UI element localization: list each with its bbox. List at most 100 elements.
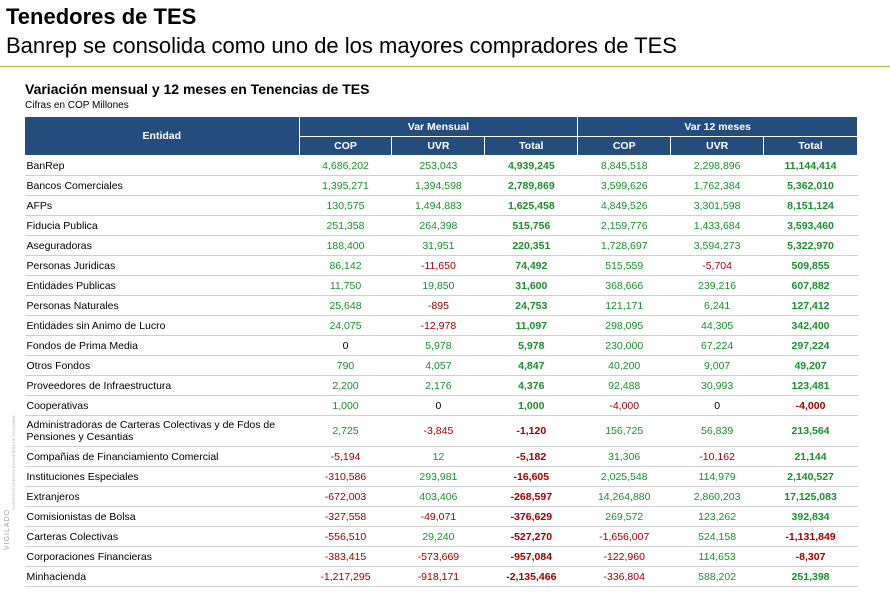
value-cell: -4,000 — [577, 395, 671, 416]
value-cell: 40,200 — [577, 355, 671, 376]
value-cell: 5,978 — [484, 335, 578, 356]
value-cell: -3,845 — [391, 415, 485, 447]
value-cell: 2,298,896 — [670, 155, 764, 176]
value-cell: -49,071 — [391, 506, 485, 527]
table-row: Administradoras de Carteras Colectivas y… — [24, 415, 858, 447]
table-body: BanRep 4,686,202 253,043 4,939,245 8,845,518… — [24, 155, 858, 587]
entity-cell: Personas Juridicas — [24, 255, 300, 276]
value-cell: -1,217,295 — [299, 566, 392, 587]
entity-cell: Cooperativas — [24, 395, 300, 416]
tes-holdings-table: Entidad Var Mensual Var 12 meses COP UVR… — [24, 116, 858, 587]
table-subtitle: Cifras en COP Millones — [25, 100, 129, 111]
value-cell: 239,216 — [670, 275, 764, 296]
value-cell: 31,306 — [577, 446, 671, 467]
value-cell: 298,095 — [577, 315, 671, 336]
value-cell: -11,650 — [391, 255, 485, 276]
value-cell: 92,488 — [577, 375, 671, 396]
value-cell: 4,849,526 — [577, 195, 671, 216]
value-cell: 0 — [299, 335, 392, 356]
value-cell: -10,162 — [670, 446, 764, 467]
value-cell: 8,845,518 — [577, 155, 671, 176]
value-cell: 368,666 — [577, 275, 671, 296]
value-cell: 213,564 — [763, 415, 858, 447]
value-cell: -527,270 — [484, 526, 578, 547]
value-cell: 588,202 — [670, 566, 764, 587]
value-cell: 253,043 — [391, 155, 485, 176]
entity-cell: Comisionistas de Bolsa — [24, 506, 300, 527]
entity-cell: Aseguradoras — [24, 235, 300, 256]
value-cell: 515,559 — [577, 255, 671, 276]
value-cell: 11,144,414 — [763, 155, 858, 176]
value-cell: 29,240 — [391, 526, 485, 547]
value-cell: 127,412 — [763, 295, 858, 316]
value-cell: 293,981 — [391, 466, 485, 487]
table-row: Proveedores de Infraestructura 2,200 2,176… — [24, 375, 858, 396]
value-cell: -5,182 — [484, 446, 578, 467]
entity-cell: Otros Fondos — [24, 355, 300, 376]
value-cell: 1,000 — [484, 395, 578, 416]
value-cell: -327,558 — [299, 506, 392, 527]
entity-cell: Entidades Publicas — [24, 275, 300, 296]
header-uvr-yearly: UVR — [670, 136, 765, 156]
value-cell: -1,120 — [484, 415, 578, 447]
value-cell: 86,142 — [299, 255, 392, 276]
table-row: AFPs 130,575 1,494,883 1,625,458 4,849,526 3,… — [24, 195, 858, 216]
value-cell: -918,171 — [391, 566, 485, 587]
value-cell: 24,075 — [299, 315, 392, 336]
table-row: Fondos de Prima Media 0 5,978 5,978 230,000 6… — [24, 335, 858, 356]
value-cell: 156,725 — [577, 415, 671, 447]
value-cell: -2,135,466 — [484, 566, 578, 587]
value-cell: 230,000 — [577, 335, 671, 356]
header-total-monthly: Total — [484, 136, 579, 156]
value-cell: 2,789,869 — [484, 175, 578, 196]
entity-cell: Carteras Colectivas — [24, 526, 300, 547]
table-row: Fiducia Publica 251,358 264,398 515,756 2,15… — [24, 215, 858, 236]
value-cell: -556,510 — [299, 526, 392, 547]
entity-cell: Bancos Comerciales — [24, 175, 300, 196]
table-title: Variación mensual y 12 meses en Tenencia… — [25, 81, 370, 97]
table-row: Instituciones Especiales -310,586 293,981-… — [24, 466, 858, 487]
value-cell: 44,305 — [670, 315, 764, 336]
value-cell: 524,158 — [670, 526, 764, 547]
header-uvr-monthly: UVR — [391, 136, 486, 156]
table-row: Entidades Publicas 11,750 19,850 31,600 368,… — [24, 275, 858, 296]
entity-cell: Compañias de Financiamiento Comercial — [24, 446, 300, 467]
value-cell: -4,000 — [763, 395, 858, 416]
value-cell: 11,097 — [484, 315, 578, 336]
value-cell: 123,481 — [763, 375, 858, 396]
value-cell: 56,839 — [670, 415, 764, 447]
value-cell: -376,629 — [484, 506, 578, 527]
value-cell: 67,224 — [670, 335, 764, 356]
value-cell: 264,398 — [391, 215, 485, 236]
value-cell: 3,301,598 — [670, 195, 764, 216]
header-entity: Entidad — [24, 116, 300, 156]
entity-cell: Personas Naturales — [24, 295, 300, 316]
value-cell: 1,494,883 — [391, 195, 485, 216]
entity-cell: Administradoras de Carteras Colectivas y… — [24, 415, 300, 447]
value-cell: 2,725 — [299, 415, 392, 447]
value-cell: -16,605 — [484, 466, 578, 487]
value-cell: -122,960 — [577, 546, 671, 567]
value-cell: -12,978 — [391, 315, 485, 336]
value-cell: 790 — [299, 355, 392, 376]
value-cell: 3,594,273 — [670, 235, 764, 256]
table-row: Comisionistas de Bolsa -327,558 -49,071 -37… — [24, 506, 858, 527]
value-cell: -573,669 — [391, 546, 485, 567]
entity-cell: Minhacienda — [24, 566, 300, 587]
value-cell: 30,993 — [670, 375, 764, 396]
value-cell: -1,656,007 — [577, 526, 671, 547]
value-cell: 220,351 — [484, 235, 578, 256]
value-cell: 114,979 — [670, 466, 764, 487]
value-cell: 49,207 — [763, 355, 858, 376]
value-cell: 1,394,598 — [391, 175, 485, 196]
value-cell: 4,847 — [484, 355, 578, 376]
value-cell: 251,358 — [299, 215, 392, 236]
value-cell: 1,728,697 — [577, 235, 671, 256]
entity-cell: Extranjeros — [24, 486, 300, 507]
entity-cell: Fiducia Publica — [24, 215, 300, 236]
entity-cell: Proveedores de Infraestructura — [24, 375, 300, 396]
entity-cell: Instituciones Especiales — [24, 466, 300, 487]
value-cell: 2,860,203 — [670, 486, 764, 507]
table-row: Minhacienda -1,217,295 -918,171 -2,135,466-… — [24, 566, 858, 587]
value-cell: 24,753 — [484, 295, 578, 316]
